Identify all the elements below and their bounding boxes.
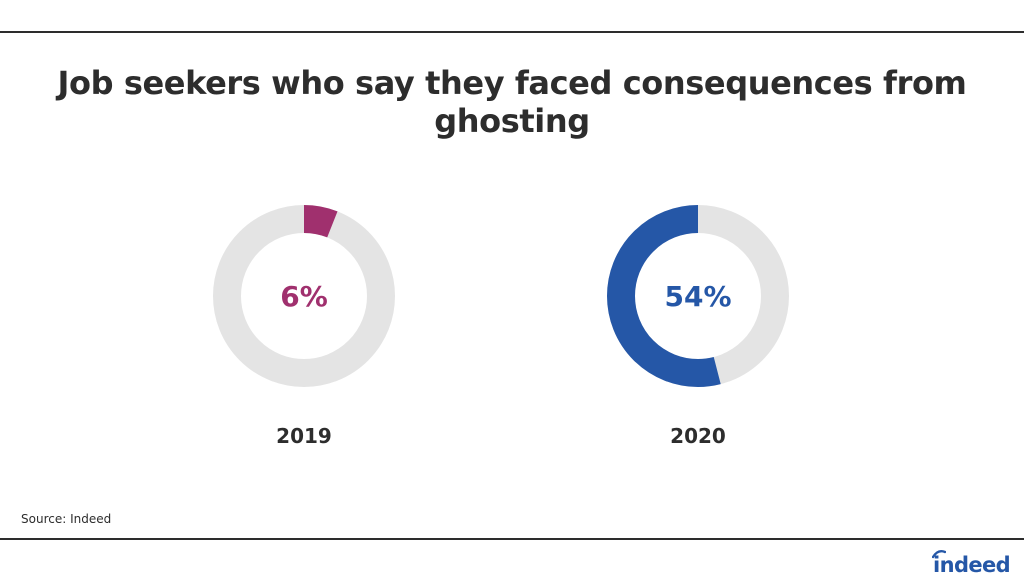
chart-title: Job seekers who say they faced consequen… (57, 64, 967, 140)
year-label-2019: 2019 (276, 424, 332, 448)
donut-segment-2020 (607, 205, 789, 387)
value-label-2019: 6% (280, 279, 328, 313)
donut-2020: 54% (606, 204, 790, 388)
donut-segment-2019 (213, 205, 395, 387)
donut-2020-svg (607, 205, 789, 387)
logo-wordmark: indeed (933, 553, 1011, 577)
logo-arc-icon (932, 549, 946, 559)
donut-2019: 6% (212, 204, 396, 388)
year-label-2020: 2020 (670, 424, 726, 448)
bottom-rule (0, 538, 1024, 540)
donut-2019-svg (213, 205, 395, 387)
top-rule (0, 31, 1024, 33)
value-label-2020: 54% (664, 279, 732, 313)
source-note: Source: Indeed (21, 512, 112, 526)
